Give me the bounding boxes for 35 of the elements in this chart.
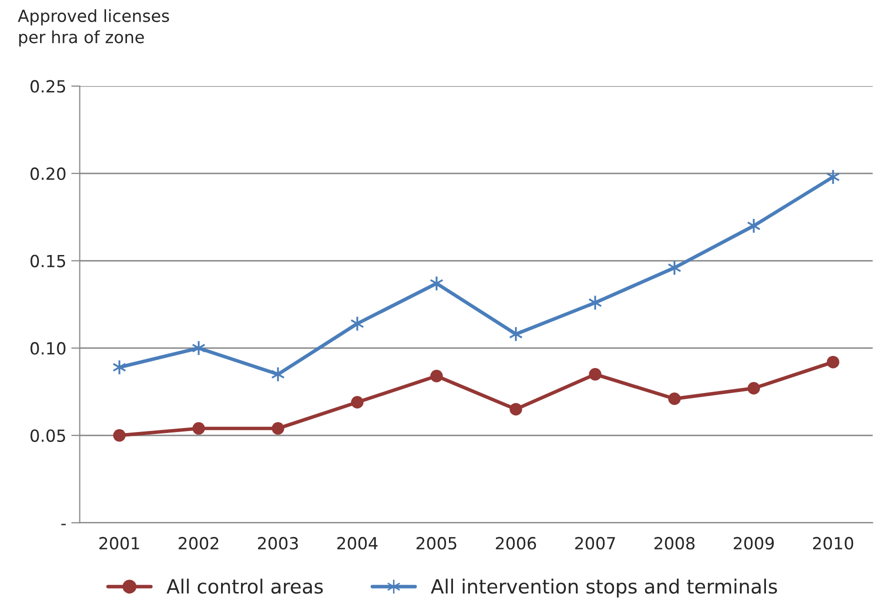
y-tick-label: - [61, 524, 66, 526]
point [113, 429, 126, 442]
x-tick-label: 2002 [178, 536, 218, 550]
point [508, 326, 523, 342]
x-tick-label: 2007 [575, 536, 615, 550]
y-tick-label: 0.05 [30, 429, 66, 442]
x-tick-label: 2005 [416, 536, 456, 550]
point [430, 276, 444, 292]
point [748, 382, 760, 395]
x-tick-label: 2004 [337, 536, 378, 550]
point [430, 370, 443, 382]
x-tick-label: 2006 [496, 536, 536, 550]
y-tick-label: 0.25 [30, 80, 66, 93]
point [510, 402, 522, 416]
x-tick-label: 2001 [99, 536, 140, 550]
x-tick-label: 2008 [654, 536, 695, 550]
x-tick-label: 2010 [813, 536, 854, 550]
point [668, 392, 681, 405]
y-axis-title: Approved licenses per hra of zone [18, 9, 169, 47]
legend-label: All intervention stops and terminals [430, 578, 777, 598]
y-tick-label: 0.15 [30, 254, 66, 268]
x-tick-label: 2003 [258, 536, 298, 550]
point [271, 366, 285, 382]
point [826, 169, 840, 185]
x-tick-label: 2009 [734, 536, 774, 550]
point [112, 359, 126, 376]
y-tick-label: 0.20 [30, 167, 66, 180]
point [272, 422, 284, 435]
y-tick-label: 0.10 [30, 342, 66, 355]
point [192, 422, 205, 435]
point [351, 396, 364, 408]
point [588, 368, 602, 381]
point [668, 260, 682, 276]
point [826, 356, 840, 368]
legend-label: All control areas [166, 578, 323, 594]
